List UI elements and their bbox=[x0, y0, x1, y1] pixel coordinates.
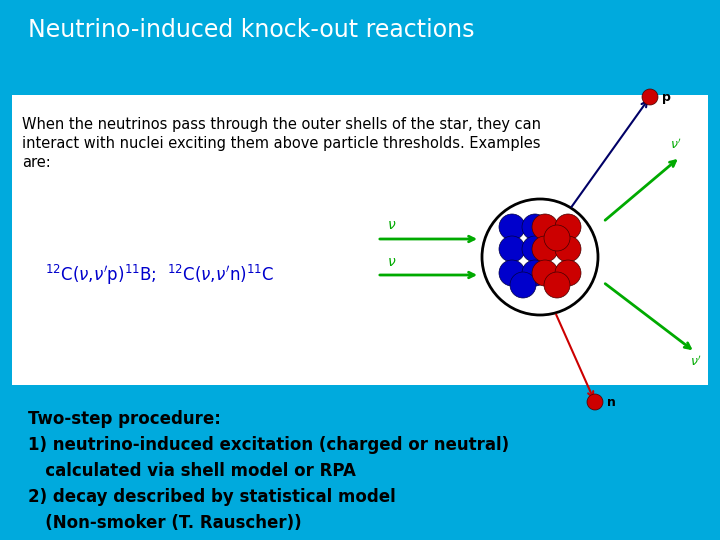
Circle shape bbox=[642, 89, 658, 105]
Text: Neutrino-induced knock-out reactions: Neutrino-induced knock-out reactions bbox=[28, 18, 474, 42]
Circle shape bbox=[532, 260, 558, 286]
Circle shape bbox=[555, 236, 581, 262]
Circle shape bbox=[499, 214, 525, 240]
Text: n: n bbox=[607, 395, 616, 408]
Circle shape bbox=[587, 394, 603, 410]
Circle shape bbox=[499, 260, 525, 286]
Circle shape bbox=[555, 260, 581, 286]
Circle shape bbox=[510, 272, 536, 298]
Circle shape bbox=[522, 260, 548, 286]
Text: 2) decay described by statistical model: 2) decay described by statistical model bbox=[28, 488, 396, 506]
Text: p: p bbox=[662, 91, 671, 104]
Circle shape bbox=[555, 214, 581, 240]
Text: $\nu$: $\nu$ bbox=[387, 255, 397, 269]
Text: $\nu'$: $\nu'$ bbox=[670, 138, 682, 152]
Circle shape bbox=[532, 214, 558, 240]
Text: calculated via shell model or RPA: calculated via shell model or RPA bbox=[28, 462, 356, 480]
Text: $\nu$: $\nu$ bbox=[387, 218, 397, 232]
Text: $\nu'$: $\nu'$ bbox=[690, 355, 702, 369]
Text: are:: are: bbox=[22, 155, 50, 170]
Circle shape bbox=[522, 214, 548, 240]
Circle shape bbox=[532, 236, 558, 262]
Text: Two-step procedure:: Two-step procedure: bbox=[28, 410, 221, 428]
Circle shape bbox=[544, 225, 570, 251]
Circle shape bbox=[544, 272, 570, 298]
Text: 1) neutrino-induced excitation (charged or neutral): 1) neutrino-induced excitation (charged … bbox=[28, 436, 509, 454]
Text: interact with nuclei exciting them above particle thresholds. Examples: interact with nuclei exciting them above… bbox=[22, 136, 541, 151]
Circle shape bbox=[522, 236, 548, 262]
Text: (Non-smoker (T. Rauscher)): (Non-smoker (T. Rauscher)) bbox=[28, 514, 302, 532]
Text: $^{12}$C($\nu$,$\nu'$p)$^{11}$B;  $^{12}$C($\nu$,$\nu'$n)$^{11}$C: $^{12}$C($\nu$,$\nu'$p)$^{11}$B; $^{12}$… bbox=[45, 263, 274, 287]
Text: When the neutrinos pass through the outer shells of the star, they can: When the neutrinos pass through the oute… bbox=[22, 117, 541, 132]
FancyBboxPatch shape bbox=[12, 95, 708, 385]
Circle shape bbox=[499, 236, 525, 262]
